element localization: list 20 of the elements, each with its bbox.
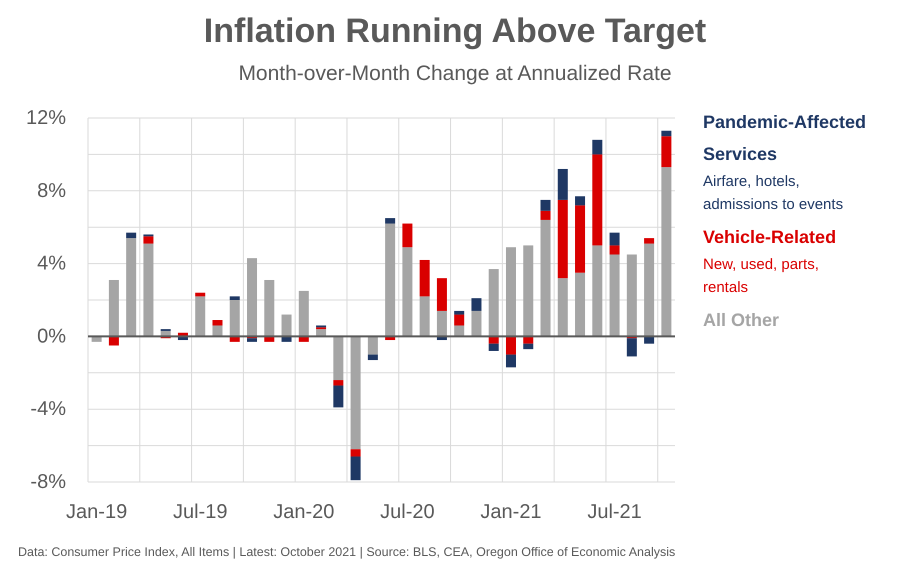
series-label: Pandemic-Affected Services (703, 112, 866, 164)
y-tick-label: 12% (26, 107, 66, 129)
text: Airfare, hotels, admissions to events (703, 173, 844, 213)
x-tick-label: Jan-20 (273, 501, 334, 523)
x-tick-label: Jul-19 (172, 501, 228, 523)
text: Data: Consumer Price Index, All Items | Latest: October 2021 | Source: BLS, CEA, Oregon Office of Economic Analysis (18, 545, 676, 559)
chart-subtitle: Month-over-Month Change at Annualized Rate (238, 62, 672, 85)
text: New, used, parts, rentals (703, 256, 819, 296)
y-tick-label: 8% (37, 180, 66, 202)
y-tick-label: 4% (37, 252, 66, 275)
series-label: All Other (703, 310, 780, 330)
x-tick-label: Jul-20 (380, 501, 435, 523)
text: Vehicle-Related (703, 227, 836, 247)
x-tick-label: Jan-21 (480, 501, 542, 523)
x-tick-label: Jul-21 (587, 501, 642, 523)
chart-title: Inflation Running Above Target (204, 12, 706, 50)
y-tick-label: 0% (37, 325, 66, 348)
x-tick-label: Jan-19 (66, 501, 128, 523)
y-tick-label: -8% (30, 471, 66, 493)
y-tick-label: -4% (30, 398, 66, 420)
